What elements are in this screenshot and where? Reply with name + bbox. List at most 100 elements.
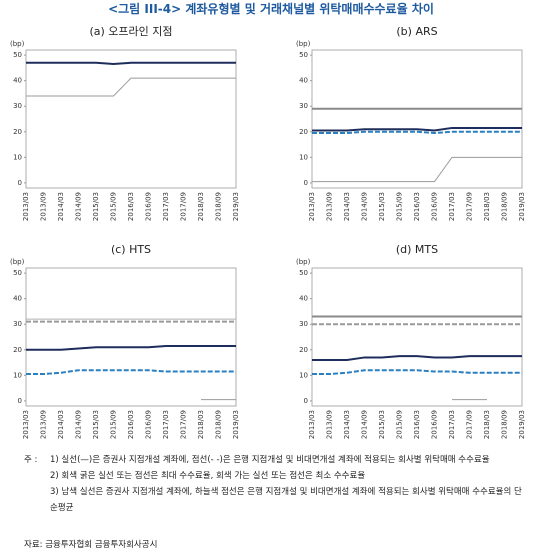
y-tick-label: 10 <box>299 153 308 161</box>
y-tick-label: 50 <box>299 269 308 277</box>
notes: 주 : 1) 실선(—)은 증권사 지점개설 계좌에, 점선(- -)은 은행 지… <box>24 452 524 516</box>
source: 자료: 금융투자협회 금융투자회사공시 <box>24 540 158 550</box>
x-tick-label: 2013/03 <box>22 192 30 221</box>
x-tick-label: 2019/03 <box>232 410 240 439</box>
x-tick-label: 2016/03 <box>127 410 135 439</box>
y-tick-label: 30 <box>299 320 308 328</box>
y-tick-label: 50 <box>13 51 22 59</box>
x-tick-label: 2014/09 <box>75 192 83 221</box>
x-tick-label: 2017/09 <box>180 410 188 439</box>
x-tick-label: 2016/09 <box>145 192 153 221</box>
x-tick-label: 2016/03 <box>413 192 421 221</box>
x-tick-label: 2013/09 <box>326 410 334 439</box>
x-tick-label: 2017/03 <box>448 192 456 221</box>
y-tick-label: 20 <box>13 128 22 136</box>
x-tick-label: 2013/03 <box>22 410 30 439</box>
note: 1) 실선(—)은 증권사 지점개설 계좌에, 점선(- -)은 은행 지점개설… <box>50 455 490 465</box>
x-tick-label: 2015/03 <box>378 410 386 439</box>
x-tick-label: 2018/09 <box>501 192 509 221</box>
y-tick-label: 0 <box>304 397 308 405</box>
y-tick-label: 10 <box>13 371 22 379</box>
y-tick-label: 0 <box>304 179 308 187</box>
x-tick-label: 2018/09 <box>215 410 223 439</box>
plot-frame <box>25 49 237 189</box>
x-tick-label: 2013/09 <box>326 192 334 221</box>
note: 2) 회색 굵은 실선 또는 점선은 최대 수수료율, 회색 가는 실선 또는 … <box>50 471 366 481</box>
x-tick-label: 2015/03 <box>378 192 386 221</box>
series-line <box>312 355 522 361</box>
y-tick-label: 40 <box>13 77 22 85</box>
x-tick-label: 2018/03 <box>483 192 491 221</box>
x-tick-label: 2017/03 <box>162 410 170 439</box>
plot-frame <box>311 49 523 189</box>
x-tick-label: 2016/03 <box>127 192 135 221</box>
x-tick-label: 2015/09 <box>396 192 404 221</box>
x-tick-label: 2018/03 <box>483 410 491 439</box>
plot-frame <box>311 267 523 407</box>
chart-title: (d) MTS <box>396 243 438 256</box>
y-tick-label: 40 <box>13 295 22 303</box>
x-tick-label: 2014/03 <box>57 192 65 221</box>
x-tick-label: 2018/09 <box>501 410 509 439</box>
series-line <box>312 126 522 132</box>
series-line <box>26 344 236 351</box>
y-unit: (bp) <box>296 258 311 266</box>
y-tick-label: 40 <box>299 295 308 303</box>
x-tick-label: 2017/09 <box>466 192 474 221</box>
x-tick-label: 2016/09 <box>431 192 439 221</box>
series-line <box>26 77 236 97</box>
x-tick-label: 2014/09 <box>361 410 369 439</box>
x-tick-label: 2013/03 <box>308 410 316 439</box>
note-row: 2) 회색 굵은 실선 또는 점선은 최대 수수료율, 회색 가는 실선 또는 … <box>24 468 524 484</box>
y-tick-label: 20 <box>299 346 308 354</box>
series-line <box>26 369 236 376</box>
note-row: 3) 남색 실선은 증권사 지점개설 계좌에, 하늘색 점선은 은행 지점개설 … <box>24 484 524 516</box>
x-tick-label: 2014/09 <box>361 192 369 221</box>
series-line <box>26 61 236 66</box>
page-title: <그림 III-4> 계좌유형별 및 거래채널별 위탁매매수수료율 차이 <box>108 2 434 16</box>
x-tick-label: 2017/03 <box>162 192 170 221</box>
y-tick-label: 0 <box>18 179 22 187</box>
y-unit: (bp) <box>10 258 25 266</box>
x-tick-label: 2013/03 <box>308 192 316 221</box>
y-tick-label: 30 <box>13 320 22 328</box>
series-line <box>312 369 522 376</box>
y-tick-label: 40 <box>299 77 308 85</box>
y-unit: (bp) <box>10 40 25 48</box>
x-tick-label: 2015/09 <box>110 410 118 439</box>
note-label: 주 : <box>24 455 38 465</box>
x-tick-label: 2018/03 <box>197 410 205 439</box>
y-unit: (bp) <box>296 40 311 48</box>
x-tick-label: 2019/03 <box>518 410 526 439</box>
y-tick-label: 30 <box>13 102 22 110</box>
note: 3) 남색 실선은 증권사 지점개설 계좌에, 하늘색 점선은 은행 지점개설 … <box>50 487 522 513</box>
series-line <box>312 156 522 183</box>
plot-frame <box>25 267 237 407</box>
y-tick-label: 20 <box>299 128 308 136</box>
y-tick-label: 10 <box>13 153 22 161</box>
x-tick-label: 2014/09 <box>75 410 83 439</box>
y-tick-label: 10 <box>299 371 308 379</box>
x-tick-label: 2018/09 <box>215 192 223 221</box>
x-tick-label: 2016/03 <box>413 410 421 439</box>
x-tick-label: 2015/09 <box>396 410 404 439</box>
x-tick-label: 2013/09 <box>40 192 48 221</box>
x-tick-label: 2015/03 <box>92 410 100 439</box>
x-tick-label: 2017/03 <box>448 410 456 439</box>
x-tick-label: 2014/03 <box>57 410 65 439</box>
x-tick-label: 2016/09 <box>145 410 153 439</box>
note-row: 주 : 1) 실선(—)은 증권사 지점개설 계좌에, 점선(- -)은 은행 지… <box>24 452 524 468</box>
y-tick-label: 50 <box>13 269 22 277</box>
x-tick-label: 2015/09 <box>110 192 118 221</box>
x-tick-label: 2018/03 <box>197 192 205 221</box>
chart-title: (b) ARS <box>396 25 437 38</box>
y-tick-label: 30 <box>299 102 308 110</box>
x-tick-label: 2017/09 <box>466 410 474 439</box>
y-tick-label: 50 <box>299 51 308 59</box>
x-tick-label: 2019/03 <box>232 192 240 221</box>
x-tick-label: 2019/03 <box>518 192 526 221</box>
y-tick-label: 0 <box>18 397 22 405</box>
charts: (a) 오프라인 지점 (bp) 0 10 20 30 40 50 2013/03 2013/09… <box>10 25 526 439</box>
y-tick-label: 20 <box>13 346 22 354</box>
